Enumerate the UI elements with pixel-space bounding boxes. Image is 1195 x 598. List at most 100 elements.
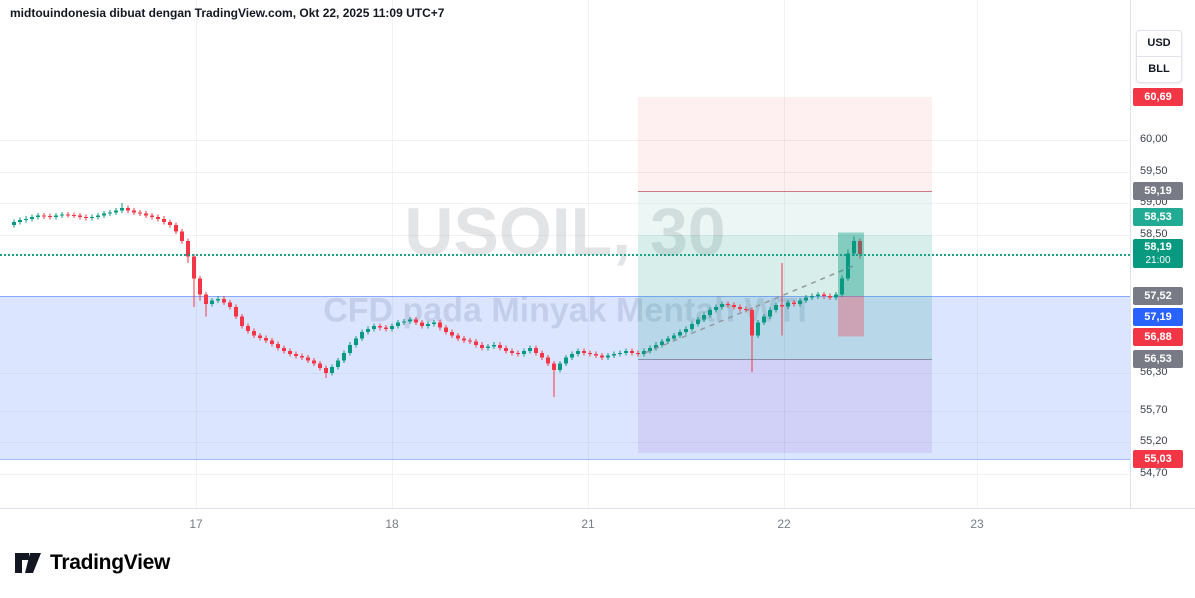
- price-axis-label: 55,20: [1140, 435, 1168, 448]
- candle-body: [486, 346, 490, 348]
- candle-body: [186, 240, 190, 257]
- candle-body: [612, 354, 616, 356]
- candle-body: [390, 325, 394, 329]
- candlestick-chart[interactable]: [0, 0, 1130, 508]
- trendline[interactable]: [644, 264, 857, 354]
- unit-button[interactable]: BLL: [1148, 63, 1170, 75]
- candle-body: [270, 340, 274, 345]
- badge-price: 60,69: [1144, 90, 1172, 103]
- price-badge: 55,03: [1133, 450, 1183, 469]
- candle-body: [210, 300, 214, 304]
- lower-risk-zone[interactable]: [638, 358, 932, 454]
- candle-body: [498, 344, 502, 348]
- price-gridline: [0, 171, 1130, 173]
- upper-risk-zone[interactable]: [638, 96, 932, 192]
- badge-price: 58,53: [1144, 210, 1172, 223]
- badge-price: 55,03: [1144, 453, 1172, 466]
- candle-body: [750, 310, 754, 336]
- chart-pane[interactable]: USOIL, 30 CFD pada Minyak Mentah WTI mid…: [0, 0, 1130, 508]
- price-axis-label: 54,70: [1140, 466, 1168, 479]
- time-gridline: [588, 0, 589, 508]
- price-gridline: [0, 373, 1130, 375]
- candle-body: [510, 351, 514, 353]
- candle-body: [12, 221, 16, 226]
- candle-body: [216, 298, 220, 301]
- candle-body: [324, 368, 328, 374]
- price-axis-label: 55,70: [1140, 403, 1168, 416]
- candle-body: [780, 305, 784, 307]
- zone-upper-boundary-line[interactable]: [638, 191, 932, 193]
- candle-body: [804, 297, 808, 301]
- candle-body: [84, 216, 88, 219]
- candle-body: [168, 221, 172, 226]
- candle-body: [576, 351, 580, 355]
- candle-body: [66, 214, 70, 216]
- candle-body: [108, 212, 112, 214]
- candle-body: [264, 337, 268, 341]
- candle-body: [234, 306, 238, 317]
- support-band[interactable]: [0, 296, 1130, 461]
- tradingview-logo[interactable]: TradingView: [14, 551, 170, 575]
- candle-body: [174, 225, 178, 232]
- candle-body: [18, 220, 22, 222]
- zone-lower-boundary-line[interactable]: [638, 358, 932, 360]
- candle-body: [756, 322, 760, 336]
- candle-body: [378, 325, 382, 328]
- candle-body: [528, 347, 532, 352]
- candle-body: [474, 341, 478, 345]
- price-axis[interactable]: 60,00 59,50 59,00 58,50 56,30 55,70 55,20 54,70…: [1130, 0, 1195, 508]
- position-stop-zone[interactable]: [838, 296, 864, 337]
- candle-body: [648, 347, 652, 352]
- candle-body: [156, 216, 160, 219]
- candle-body: [516, 352, 520, 355]
- candle-body: [702, 315, 706, 320]
- price-gridline: [0, 410, 1130, 412]
- candle-body: [816, 294, 820, 297]
- candle-body: [300, 356, 304, 358]
- candle-body: [198, 278, 202, 295]
- candle-body: [348, 344, 352, 353]
- candle-body: [558, 363, 562, 370]
- currency-button[interactable]: USD: [1147, 37, 1171, 49]
- candle-body: [228, 302, 232, 307]
- time-gridline: [196, 0, 197, 508]
- candle-body: [438, 322, 442, 328]
- candle-body: [762, 316, 766, 323]
- currency-unit-card: USD BLL: [1136, 30, 1182, 83]
- time-gridline: [392, 0, 393, 508]
- candle-body: [318, 363, 322, 369]
- time-gridline: [977, 0, 978, 508]
- position-target-zone[interactable]: [838, 232, 864, 297]
- candle-body: [102, 213, 106, 216]
- time-axis[interactable]: 17 18 21 22 23: [0, 508, 1195, 539]
- candle-body: [570, 354, 574, 358]
- candle-body: [60, 214, 64, 216]
- candle-body: [384, 327, 388, 329]
- candle-body: [360, 332, 364, 339]
- candle-body: [462, 338, 466, 341]
- candle-body: [444, 327, 448, 333]
- tradingview-wordmark: TradingView: [50, 551, 171, 574]
- candle-body: [456, 335, 460, 339]
- candle-body: [426, 323, 430, 326]
- candle-body: [774, 305, 778, 311]
- candle-body: [708, 310, 712, 316]
- candle-body: [42, 215, 46, 217]
- candle-body: [690, 323, 694, 329]
- candle-body: [726, 303, 730, 306]
- candle-body: [720, 303, 724, 307]
- current-price-line: [0, 254, 1130, 257]
- candle-body: [732, 305, 736, 307]
- candle-body: [54, 215, 58, 217]
- candle-body: [336, 360, 340, 367]
- candle-body: [798, 300, 802, 304]
- candle-body: [822, 294, 826, 297]
- candle-body: [192, 256, 196, 279]
- price-badge: 58,19 21:00: [1133, 239, 1183, 269]
- time-axis-label: 22: [777, 517, 791, 531]
- badge-price: 57,52: [1144, 290, 1172, 303]
- candle-body: [786, 302, 790, 307]
- candle-body: [78, 215, 82, 217]
- candle-body: [624, 351, 628, 353]
